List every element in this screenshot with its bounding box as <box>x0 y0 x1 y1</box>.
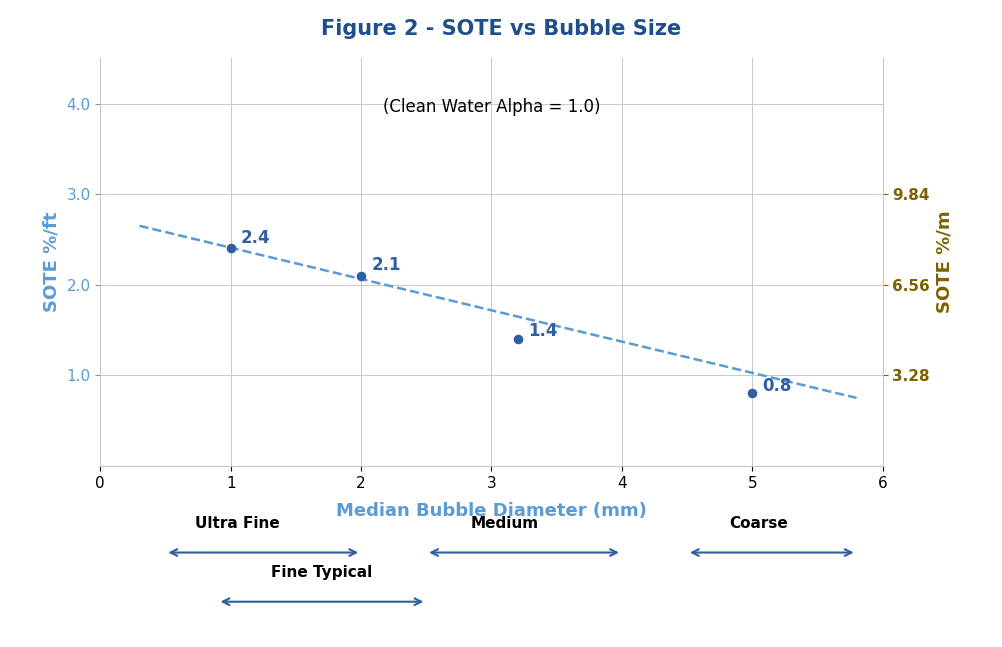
Text: 1.4: 1.4 <box>527 322 557 340</box>
Y-axis label: SOTE %/ft: SOTE %/ft <box>43 212 61 313</box>
Text: Fine Typical: Fine Typical <box>272 565 372 580</box>
Text: (Clean Water Alpha = 1.0): (Clean Water Alpha = 1.0) <box>383 98 599 116</box>
Text: Medium: Medium <box>470 516 538 531</box>
Point <box>353 270 369 281</box>
Text: 0.8: 0.8 <box>762 377 792 395</box>
Text: Figure 2 - SOTE vs Bubble Size: Figure 2 - SOTE vs Bubble Size <box>321 19 681 39</box>
Point <box>509 334 525 344</box>
X-axis label: Median Bubble Diameter (mm): Median Bubble Diameter (mm) <box>336 501 646 520</box>
Point <box>743 388 760 399</box>
Text: 2.1: 2.1 <box>371 256 401 274</box>
Point <box>222 243 238 254</box>
Text: Ultra Fine: Ultra Fine <box>194 516 280 531</box>
Y-axis label: SOTE %/m: SOTE %/m <box>935 211 953 313</box>
Text: 2.4: 2.4 <box>240 229 271 247</box>
Text: Coarse: Coarse <box>728 516 788 531</box>
